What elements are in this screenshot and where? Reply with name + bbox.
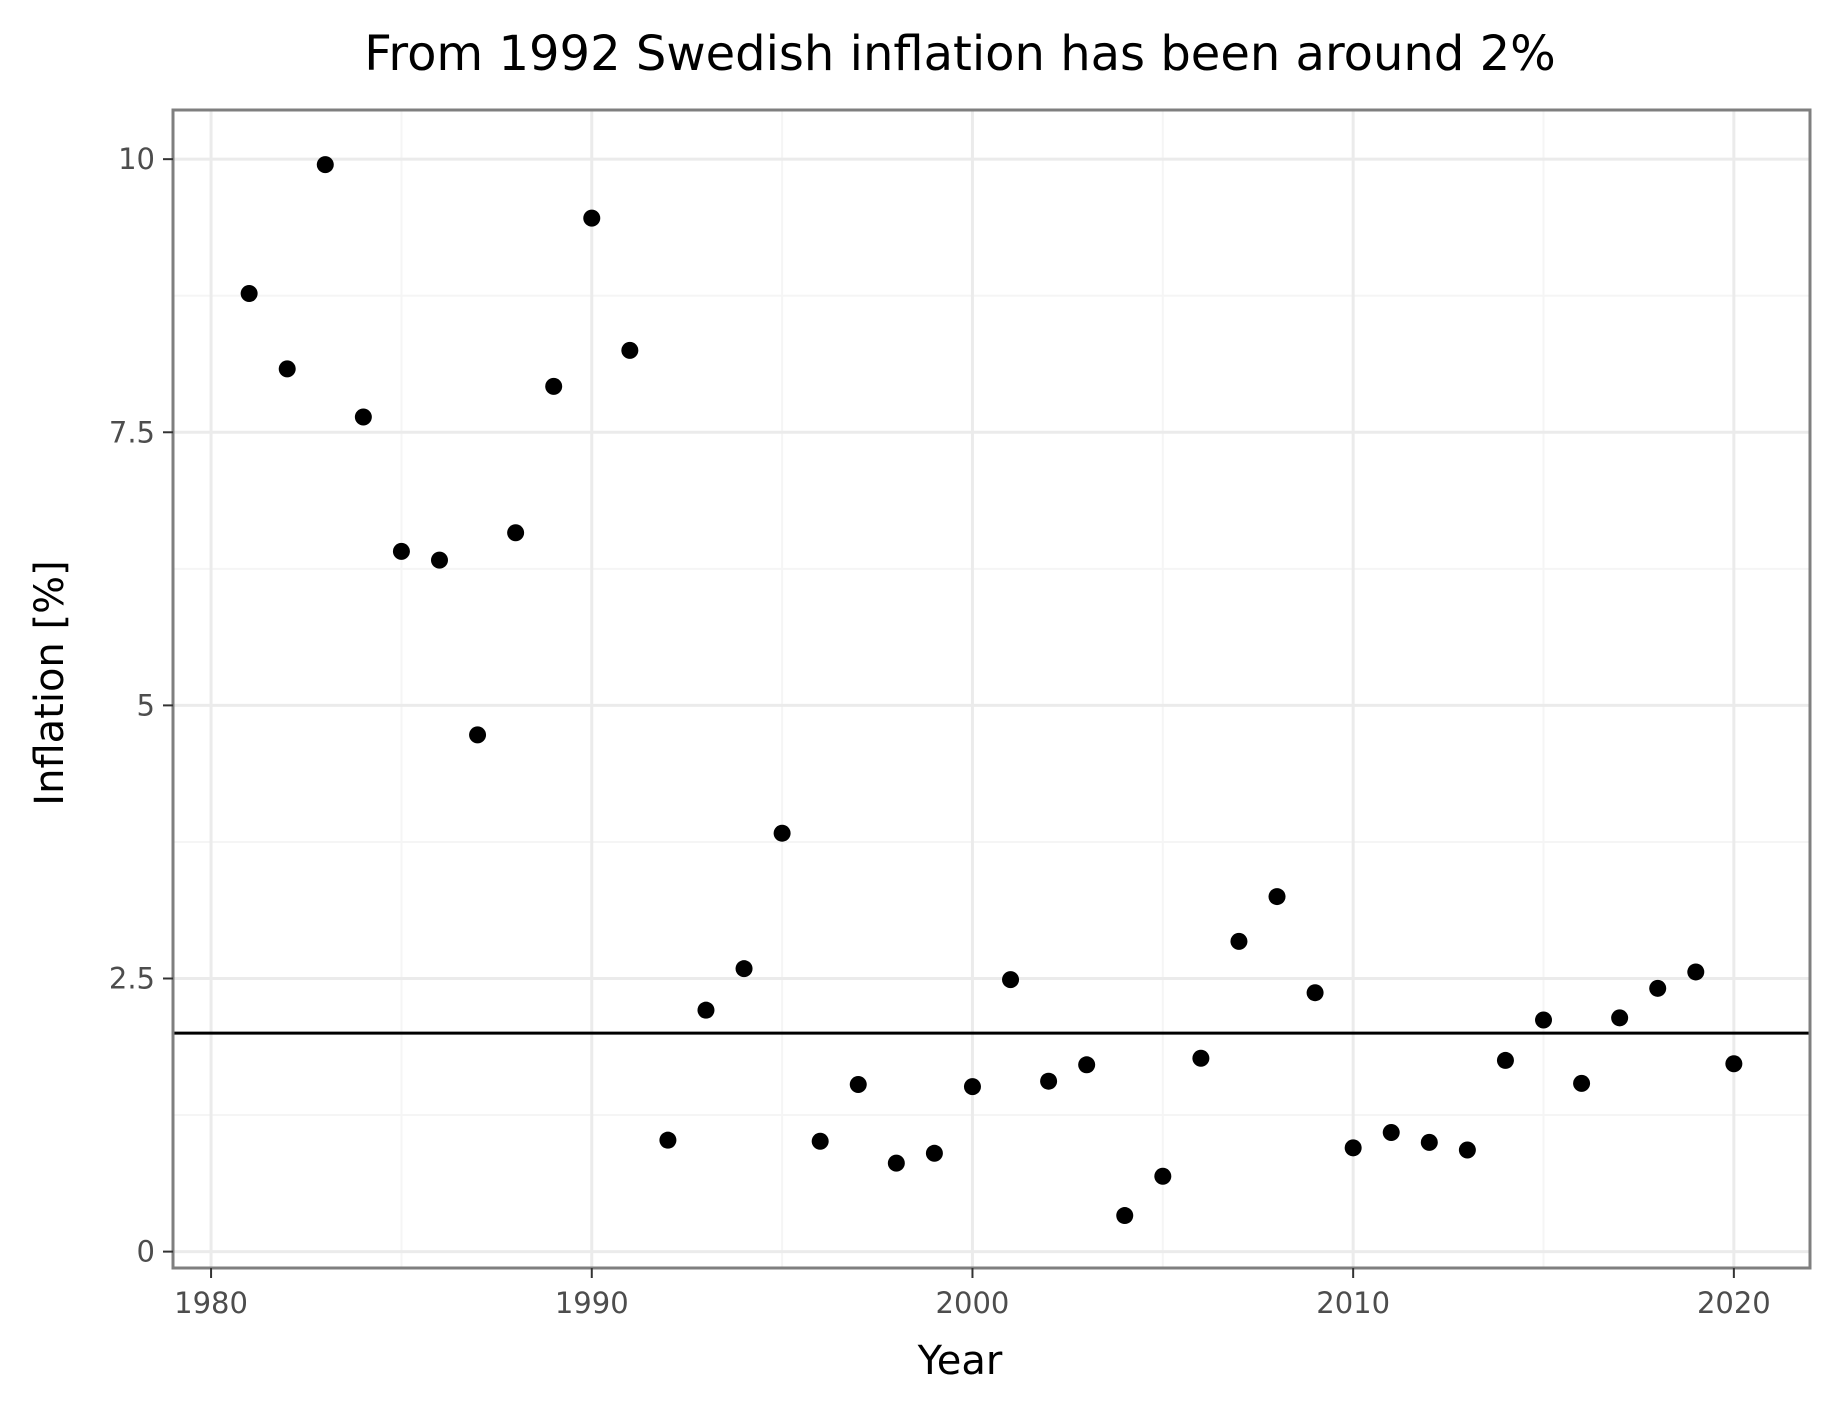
data-point (963, 1078, 981, 1096)
data-point (1535, 1011, 1553, 1029)
data-point (925, 1144, 943, 1162)
y-axis-title: Inflation [%] (27, 560, 73, 805)
data-point (1573, 1074, 1591, 1092)
data-point (1382, 1124, 1400, 1142)
grid-layer (173, 110, 1810, 1268)
data-point (392, 542, 410, 560)
y-tick-label: 10 (118, 142, 155, 176)
data-point (1040, 1072, 1058, 1090)
data-point (735, 960, 753, 978)
data-point (697, 1001, 715, 1019)
data-point (1192, 1049, 1210, 1067)
data-point (469, 726, 487, 744)
data-point (1268, 888, 1286, 906)
data-point (240, 285, 258, 303)
data-points-layer (240, 156, 1743, 1225)
x-tick-label: 1990 (555, 1286, 629, 1320)
data-point (773, 824, 791, 842)
data-point (1725, 1055, 1743, 1073)
data-point (1687, 963, 1705, 981)
data-point (545, 377, 563, 395)
data-point (430, 551, 448, 569)
x-tick-label: 2010 (1316, 1286, 1390, 1320)
data-point (621, 341, 639, 359)
data-point (1078, 1056, 1096, 1074)
data-point (887, 1154, 905, 1172)
chart-title: From 1992 Swedish inflation has been aro… (364, 26, 1555, 82)
data-point (1458, 1141, 1476, 1159)
y-tick-label: 2.5 (109, 962, 155, 996)
y-tick-label: 7.5 (109, 415, 155, 449)
data-point (1002, 971, 1020, 989)
data-point (811, 1132, 829, 1150)
data-point (1154, 1167, 1172, 1185)
data-point (507, 524, 525, 542)
y-tick-label: 5 (137, 688, 155, 722)
data-point (1496, 1051, 1514, 1069)
x-tick-label: 2000 (936, 1286, 1010, 1320)
data-point (1649, 979, 1667, 997)
data-point (1344, 1139, 1362, 1157)
panel-border (171, 108, 1812, 1270)
x-tick-label: 1980 (174, 1286, 248, 1320)
y-tick-label: 0 (137, 1235, 155, 1269)
data-point (1611, 1009, 1629, 1027)
data-point (1230, 932, 1248, 950)
data-point (278, 360, 296, 378)
data-point (1420, 1133, 1438, 1151)
data-point (1116, 1207, 1134, 1225)
data-point (583, 209, 601, 227)
axes-layer: 1980 1990 2000 2010 2020 0 2.5 5 7.5 10 (109, 142, 1771, 1320)
x-axis-title: Year (917, 1338, 1003, 1384)
data-point (1306, 984, 1324, 1002)
data-point (316, 156, 334, 174)
data-point (849, 1075, 867, 1093)
data-point (659, 1131, 677, 1149)
data-point (354, 408, 372, 426)
x-tick-label: 2020 (1697, 1286, 1771, 1320)
